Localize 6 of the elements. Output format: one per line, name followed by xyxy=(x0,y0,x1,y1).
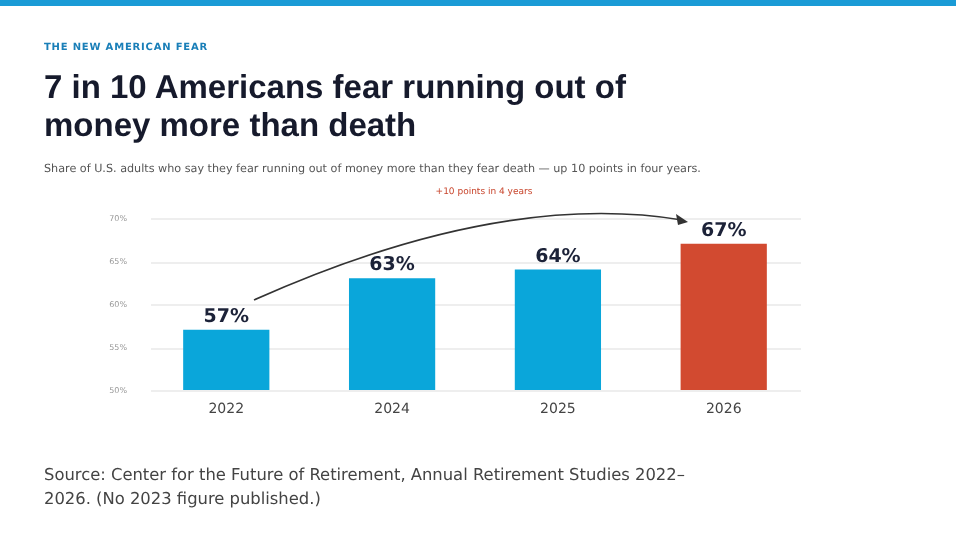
data-label: 63% xyxy=(369,254,416,277)
data-label: 64% xyxy=(535,245,582,268)
chart-title: 7 in 10 Americans fear running out of money more than death xyxy=(44,70,628,146)
data-label: 67% xyxy=(700,219,748,242)
source-note: Source: Center for the Future of Retirement, Annual Retirement Studies 2022–2026. (No 2023 figure published.) xyxy=(44,462,687,510)
data-label: 57% xyxy=(203,305,250,328)
